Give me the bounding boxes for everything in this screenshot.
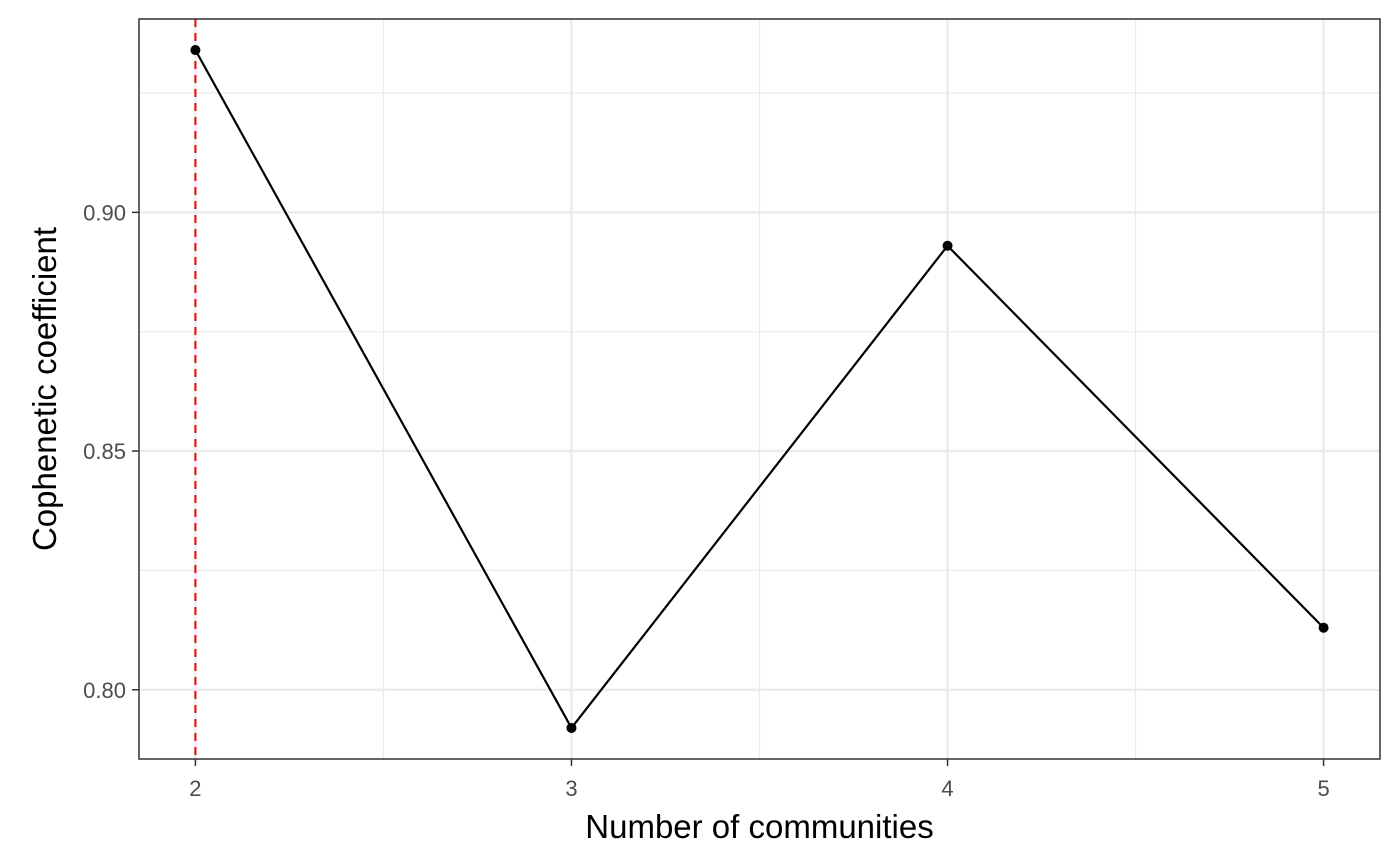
y-tick-label: 0.90	[83, 200, 126, 225]
x-axis: 2 3 4 5	[189, 759, 1330, 801]
data-point	[190, 45, 201, 56]
data-point	[942, 240, 953, 251]
y-tick-label: 0.80	[83, 678, 126, 703]
x-axis-title: Number of communities	[585, 808, 933, 845]
plot-panel	[138, 18, 1381, 760]
major-gridlines	[139, 19, 1380, 759]
series-line	[194, 49, 1325, 730]
x-tick-label: 3	[565, 776, 577, 801]
y-axis-title: Cophenetic coefficient	[26, 227, 63, 551]
x-tick-label: 4	[941, 776, 953, 801]
x-tick-label: 5	[1317, 776, 1329, 801]
data-point	[1318, 622, 1329, 633]
x-tick-label: 2	[189, 776, 201, 801]
minor-gridlines	[139, 19, 1380, 759]
data-point	[566, 722, 577, 733]
y-axis: 0.80 0.85 0.90	[83, 200, 139, 703]
y-tick-label: 0.85	[83, 439, 126, 464]
series-group	[190, 45, 1329, 733]
panel-border	[138, 18, 1381, 760]
